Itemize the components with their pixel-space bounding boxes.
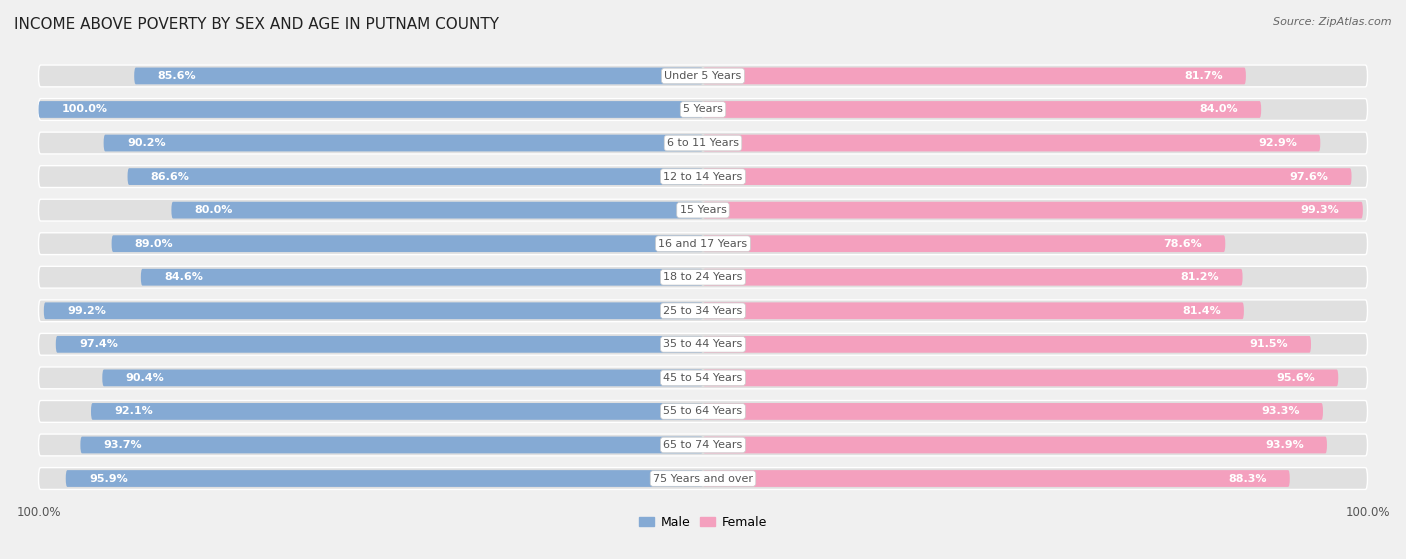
FancyBboxPatch shape bbox=[38, 132, 1368, 154]
FancyBboxPatch shape bbox=[703, 202, 1362, 219]
FancyBboxPatch shape bbox=[91, 403, 703, 420]
FancyBboxPatch shape bbox=[66, 470, 703, 487]
Text: INCOME ABOVE POVERTY BY SEX AND AGE IN PUTNAM COUNTY: INCOME ABOVE POVERTY BY SEX AND AGE IN P… bbox=[14, 17, 499, 32]
Text: Under 5 Years: Under 5 Years bbox=[665, 71, 741, 81]
Legend: Male, Female: Male, Female bbox=[634, 511, 772, 534]
Text: 84.6%: 84.6% bbox=[165, 272, 202, 282]
FancyBboxPatch shape bbox=[703, 470, 1289, 487]
FancyBboxPatch shape bbox=[141, 269, 703, 286]
FancyBboxPatch shape bbox=[38, 98, 1368, 120]
FancyBboxPatch shape bbox=[38, 101, 703, 118]
Text: 84.0%: 84.0% bbox=[1199, 105, 1237, 115]
Text: 89.0%: 89.0% bbox=[135, 239, 173, 249]
Text: 75 Years and over: 75 Years and over bbox=[652, 473, 754, 484]
Text: 90.2%: 90.2% bbox=[127, 138, 166, 148]
Text: 16 and 17 Years: 16 and 17 Years bbox=[658, 239, 748, 249]
FancyBboxPatch shape bbox=[703, 269, 1243, 286]
FancyBboxPatch shape bbox=[703, 403, 1323, 420]
Text: 100.0%: 100.0% bbox=[62, 105, 108, 115]
FancyBboxPatch shape bbox=[38, 300, 1368, 321]
FancyBboxPatch shape bbox=[703, 168, 1351, 185]
Text: 93.7%: 93.7% bbox=[104, 440, 142, 450]
Text: 93.3%: 93.3% bbox=[1261, 406, 1299, 416]
Text: 95.6%: 95.6% bbox=[1277, 373, 1315, 383]
FancyBboxPatch shape bbox=[703, 369, 1339, 386]
Text: 35 to 44 Years: 35 to 44 Years bbox=[664, 339, 742, 349]
Text: 5 Years: 5 Years bbox=[683, 105, 723, 115]
Text: 92.1%: 92.1% bbox=[114, 406, 153, 416]
Text: 93.9%: 93.9% bbox=[1265, 440, 1303, 450]
FancyBboxPatch shape bbox=[104, 135, 703, 151]
FancyBboxPatch shape bbox=[38, 367, 1368, 389]
Text: 25 to 34 Years: 25 to 34 Years bbox=[664, 306, 742, 316]
Text: 97.4%: 97.4% bbox=[79, 339, 118, 349]
Text: 78.6%: 78.6% bbox=[1163, 239, 1202, 249]
FancyBboxPatch shape bbox=[103, 369, 703, 386]
FancyBboxPatch shape bbox=[703, 336, 1310, 353]
Text: 85.6%: 85.6% bbox=[157, 71, 195, 81]
FancyBboxPatch shape bbox=[703, 68, 1246, 84]
Text: 97.6%: 97.6% bbox=[1289, 172, 1329, 182]
FancyBboxPatch shape bbox=[703, 235, 1225, 252]
FancyBboxPatch shape bbox=[703, 135, 1320, 151]
Text: Source: ZipAtlas.com: Source: ZipAtlas.com bbox=[1274, 17, 1392, 27]
Text: 91.5%: 91.5% bbox=[1249, 339, 1288, 349]
Text: 12 to 14 Years: 12 to 14 Years bbox=[664, 172, 742, 182]
FancyBboxPatch shape bbox=[111, 235, 703, 252]
FancyBboxPatch shape bbox=[38, 199, 1368, 221]
FancyBboxPatch shape bbox=[703, 437, 1327, 453]
FancyBboxPatch shape bbox=[80, 437, 703, 453]
Text: 88.3%: 88.3% bbox=[1227, 473, 1267, 484]
FancyBboxPatch shape bbox=[38, 468, 1368, 490]
Text: 18 to 24 Years: 18 to 24 Years bbox=[664, 272, 742, 282]
FancyBboxPatch shape bbox=[38, 165, 1368, 187]
FancyBboxPatch shape bbox=[128, 168, 703, 185]
Text: 55 to 64 Years: 55 to 64 Years bbox=[664, 406, 742, 416]
Text: 92.9%: 92.9% bbox=[1258, 138, 1298, 148]
FancyBboxPatch shape bbox=[134, 68, 703, 84]
FancyBboxPatch shape bbox=[703, 101, 1261, 118]
Text: 65 to 74 Years: 65 to 74 Years bbox=[664, 440, 742, 450]
FancyBboxPatch shape bbox=[703, 302, 1244, 319]
Text: 99.3%: 99.3% bbox=[1301, 205, 1340, 215]
Text: 86.6%: 86.6% bbox=[150, 172, 190, 182]
Text: 81.2%: 81.2% bbox=[1181, 272, 1219, 282]
Text: 45 to 54 Years: 45 to 54 Years bbox=[664, 373, 742, 383]
FancyBboxPatch shape bbox=[172, 202, 703, 219]
FancyBboxPatch shape bbox=[38, 233, 1368, 254]
FancyBboxPatch shape bbox=[38, 400, 1368, 423]
Text: 95.9%: 95.9% bbox=[89, 473, 128, 484]
Text: 81.4%: 81.4% bbox=[1182, 306, 1220, 316]
FancyBboxPatch shape bbox=[38, 333, 1368, 355]
FancyBboxPatch shape bbox=[38, 65, 1368, 87]
FancyBboxPatch shape bbox=[56, 336, 703, 353]
Text: 6 to 11 Years: 6 to 11 Years bbox=[666, 138, 740, 148]
Text: 90.4%: 90.4% bbox=[125, 373, 165, 383]
FancyBboxPatch shape bbox=[38, 434, 1368, 456]
Text: 80.0%: 80.0% bbox=[194, 205, 233, 215]
FancyBboxPatch shape bbox=[38, 266, 1368, 288]
FancyBboxPatch shape bbox=[44, 302, 703, 319]
Text: 99.2%: 99.2% bbox=[67, 306, 105, 316]
Text: 15 Years: 15 Years bbox=[679, 205, 727, 215]
Text: 81.7%: 81.7% bbox=[1184, 71, 1223, 81]
